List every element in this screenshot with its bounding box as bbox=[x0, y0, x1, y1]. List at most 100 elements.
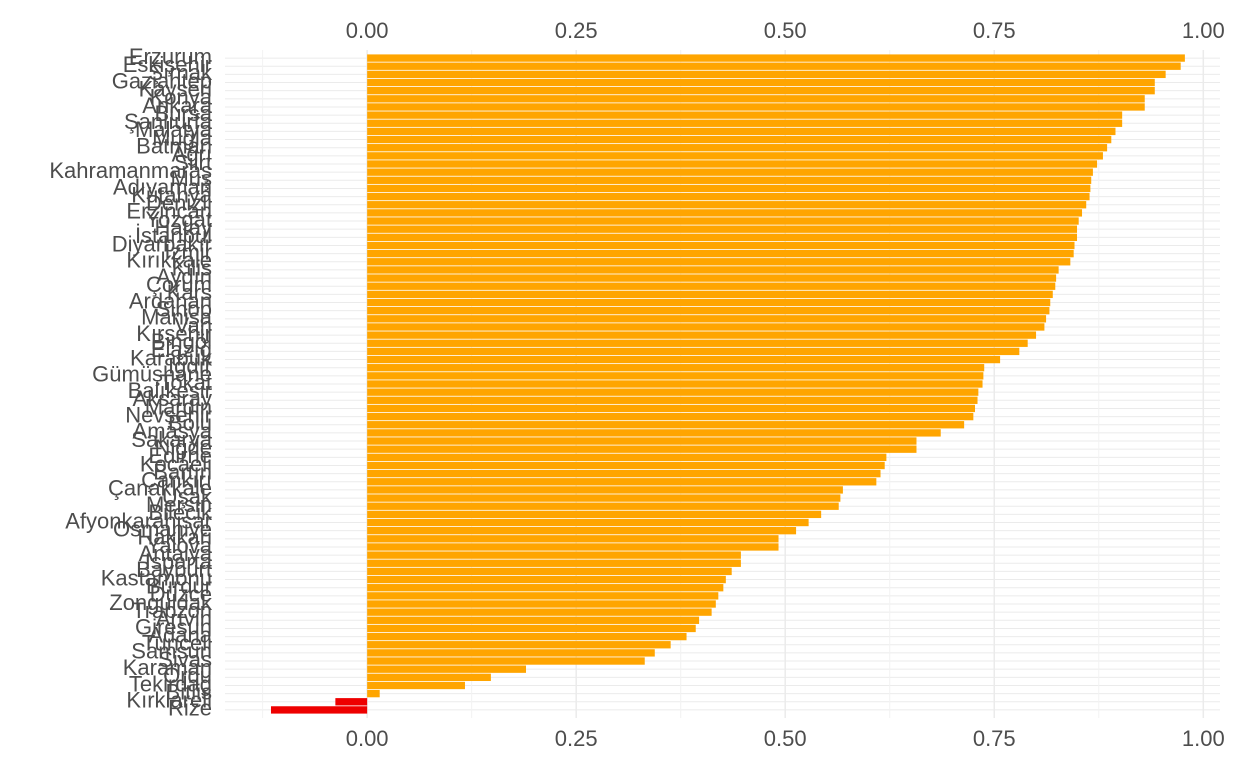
y-tick-label: Sinop bbox=[156, 296, 212, 321]
y-tick-label: Bartın bbox=[153, 459, 212, 484]
bar bbox=[367, 551, 741, 559]
bar bbox=[367, 486, 843, 494]
bar bbox=[367, 494, 841, 502]
y-tick-label: Eskişehir bbox=[123, 52, 212, 77]
bar bbox=[367, 258, 1071, 266]
y-tick-label: Bolu bbox=[168, 411, 212, 436]
bar bbox=[367, 445, 917, 453]
y-tick-label: Zonguldak bbox=[109, 590, 213, 615]
y-tick-label: Elazığ bbox=[151, 337, 212, 362]
bar bbox=[367, 339, 1028, 347]
bar bbox=[367, 62, 1181, 70]
bar bbox=[367, 657, 645, 665]
y-tick-label: Sakarya bbox=[131, 427, 212, 452]
x-tick-label: 1.00 bbox=[1182, 726, 1225, 751]
y-tick-label: Van bbox=[174, 313, 212, 338]
y-tick-label: Kütahya bbox=[131, 182, 212, 207]
y-tick-label: Muğla bbox=[152, 125, 213, 150]
y-tick-label: Şırnak bbox=[148, 60, 213, 85]
y-tick-label: Isparta bbox=[145, 549, 213, 574]
bar bbox=[367, 111, 1123, 119]
y-tick-label: Aksaray bbox=[133, 386, 212, 411]
y-tick-label: Çankırı bbox=[141, 468, 212, 493]
bar bbox=[367, 364, 985, 372]
bar bbox=[367, 404, 976, 413]
y-tick-label: Burdur bbox=[146, 574, 212, 599]
y-tick-label: Aydın bbox=[156, 264, 212, 289]
bar bbox=[367, 298, 1051, 307]
y-tick-label: Ankara bbox=[142, 93, 212, 118]
bar bbox=[367, 608, 712, 616]
bar bbox=[367, 290, 1053, 299]
bar bbox=[367, 95, 1145, 103]
y-tick-label: Ordu bbox=[163, 663, 212, 688]
bar bbox=[367, 135, 1112, 144]
y-tick-label: Mersin bbox=[146, 492, 212, 517]
bar bbox=[367, 478, 877, 486]
y-tick-label: İzmir bbox=[164, 239, 212, 264]
bar bbox=[367, 78, 1155, 87]
y-tick-label: Balıkesir bbox=[128, 378, 212, 403]
y-tick-label: Yalova bbox=[146, 533, 212, 558]
y-tick-label: Uşak bbox=[162, 484, 213, 509]
bar bbox=[367, 437, 917, 445]
x-tick-label-top: 1.00 bbox=[1182, 18, 1225, 43]
y-tick-label: Bingöl bbox=[151, 329, 212, 354]
y-tick-label: Batman bbox=[136, 134, 212, 159]
bar bbox=[367, 87, 1155, 95]
x-tick-label: 0.50 bbox=[764, 726, 807, 751]
bar bbox=[367, 201, 1087, 209]
bar bbox=[367, 396, 978, 404]
y-tick-label: Çanakkale bbox=[108, 476, 212, 501]
y-tick-label: Hatay bbox=[155, 215, 212, 240]
y-tick-label: Kocaeli bbox=[140, 451, 212, 476]
bar bbox=[367, 331, 1037, 339]
y-tick-label: Diyarbakır bbox=[112, 231, 212, 256]
y-tick-label: Tekirdağ bbox=[129, 671, 212, 696]
y-tick-label: Muş bbox=[170, 166, 212, 191]
bar bbox=[367, 355, 1001, 364]
y-tick-label: Gümüşhane bbox=[92, 362, 212, 387]
bar bbox=[367, 689, 380, 698]
y-tick-label: Bitlis bbox=[166, 679, 212, 704]
y-tick-label: Amasya bbox=[133, 419, 213, 444]
y-tick-label: Kırklareli bbox=[126, 688, 212, 713]
x-tick-label-top: 0.50 bbox=[764, 18, 807, 43]
y-tick-label: İstanbul bbox=[135, 223, 212, 248]
bar bbox=[367, 70, 1166, 79]
y-tick-label: Adana bbox=[148, 622, 212, 647]
bar bbox=[367, 307, 1050, 315]
bar bbox=[367, 461, 885, 470]
bar bbox=[367, 624, 696, 633]
bar bbox=[367, 119, 1123, 127]
y-tick-label: Manisa bbox=[141, 305, 213, 330]
y-tick-label: Samsun bbox=[131, 639, 212, 664]
bar bbox=[367, 274, 1057, 282]
bar bbox=[367, 54, 1185, 62]
y-tick-label: Tokat bbox=[159, 370, 212, 395]
bar bbox=[367, 600, 716, 608]
y-tick-label: Artvin bbox=[156, 606, 212, 631]
bar bbox=[367, 372, 984, 380]
y-tick-label: Siirt bbox=[174, 150, 212, 175]
bar bbox=[367, 649, 655, 657]
bar bbox=[367, 127, 1116, 136]
x-tick-label-top: 0.75 bbox=[973, 18, 1016, 43]
y-tick-label: Bilecik bbox=[148, 500, 213, 525]
bar bbox=[367, 527, 797, 535]
y-tick-label: Nevşehir bbox=[125, 402, 212, 427]
y-tick-label: Mardin bbox=[145, 394, 212, 419]
y-tick-label: Kahramanmaraş bbox=[49, 158, 212, 183]
bar bbox=[367, 421, 965, 429]
bar bbox=[367, 209, 1083, 217]
y-tick-label: Kayseri bbox=[139, 76, 212, 101]
bar bbox=[367, 616, 700, 624]
y-tick-label: Karabük bbox=[130, 345, 213, 370]
bar bbox=[367, 502, 839, 510]
y-tick-label: Sivas bbox=[158, 647, 212, 672]
bar bbox=[367, 241, 1075, 250]
y-tick-label: Kırşehir bbox=[136, 321, 212, 346]
bar bbox=[367, 266, 1059, 274]
bar bbox=[270, 706, 368, 714]
